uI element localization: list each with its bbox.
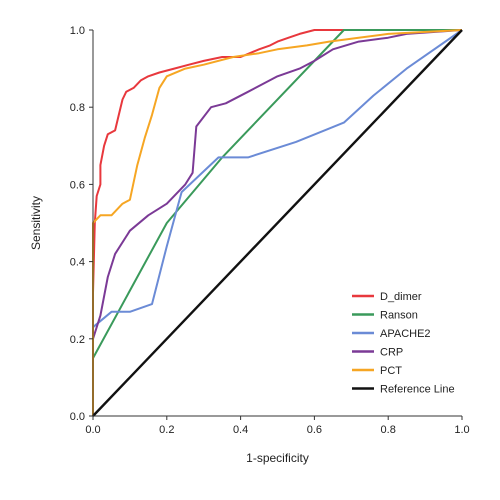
series-line-crp bbox=[92, 29, 463, 416]
y-tick-label: 0.4 bbox=[70, 257, 85, 269]
series-line-pct bbox=[92, 29, 463, 416]
axes-layer bbox=[92, 30, 462, 417]
y-tick-label: 0.2 bbox=[70, 334, 85, 346]
x-tick-label: 0.4 bbox=[233, 424, 248, 436]
series-line-apache2 bbox=[92, 29, 463, 416]
x-tick-label: 0.2 bbox=[159, 424, 174, 436]
x-tick-label: 0.0 bbox=[85, 424, 100, 436]
series-layer bbox=[92, 29, 463, 417]
x-tick-label: 0.8 bbox=[381, 424, 396, 436]
legend-label-d-dimer: D_dimer bbox=[380, 291, 422, 303]
legend-label-crp: CRP bbox=[380, 347, 403, 359]
legend-label-ranson: Ranson bbox=[380, 310, 418, 322]
x-tick-label: 1.0 bbox=[454, 424, 469, 436]
y-axis-label: Sensitivity bbox=[29, 196, 43, 250]
ticks-layer: 0.0 0.2 0.4 0.6 0.8 1.0 0.0 0.2 0.4 0.6 0.8 1.0 bbox=[70, 25, 470, 436]
legend-label-reference-line: Reference Line bbox=[380, 384, 455, 396]
series-line-reference-line bbox=[92, 29, 463, 417]
series-line-d-dimer bbox=[92, 29, 462, 416]
y-tick-label: 0.6 bbox=[70, 179, 85, 191]
y-tick-label: 0.0 bbox=[70, 411, 85, 423]
y-tick-label: 0.8 bbox=[70, 102, 85, 114]
x-tick-label: 0.6 bbox=[307, 424, 322, 436]
y-tick-label: 1.0 bbox=[70, 25, 85, 37]
legend-label-apache2: APACHE2 bbox=[380, 328, 431, 340]
x-axis-label: 1-specificity bbox=[246, 451, 309, 465]
legend: D_dimer Ranson APACHE2 CRP PCT Reference Line bbox=[352, 291, 455, 396]
legend-label-pct: PCT bbox=[380, 365, 402, 377]
